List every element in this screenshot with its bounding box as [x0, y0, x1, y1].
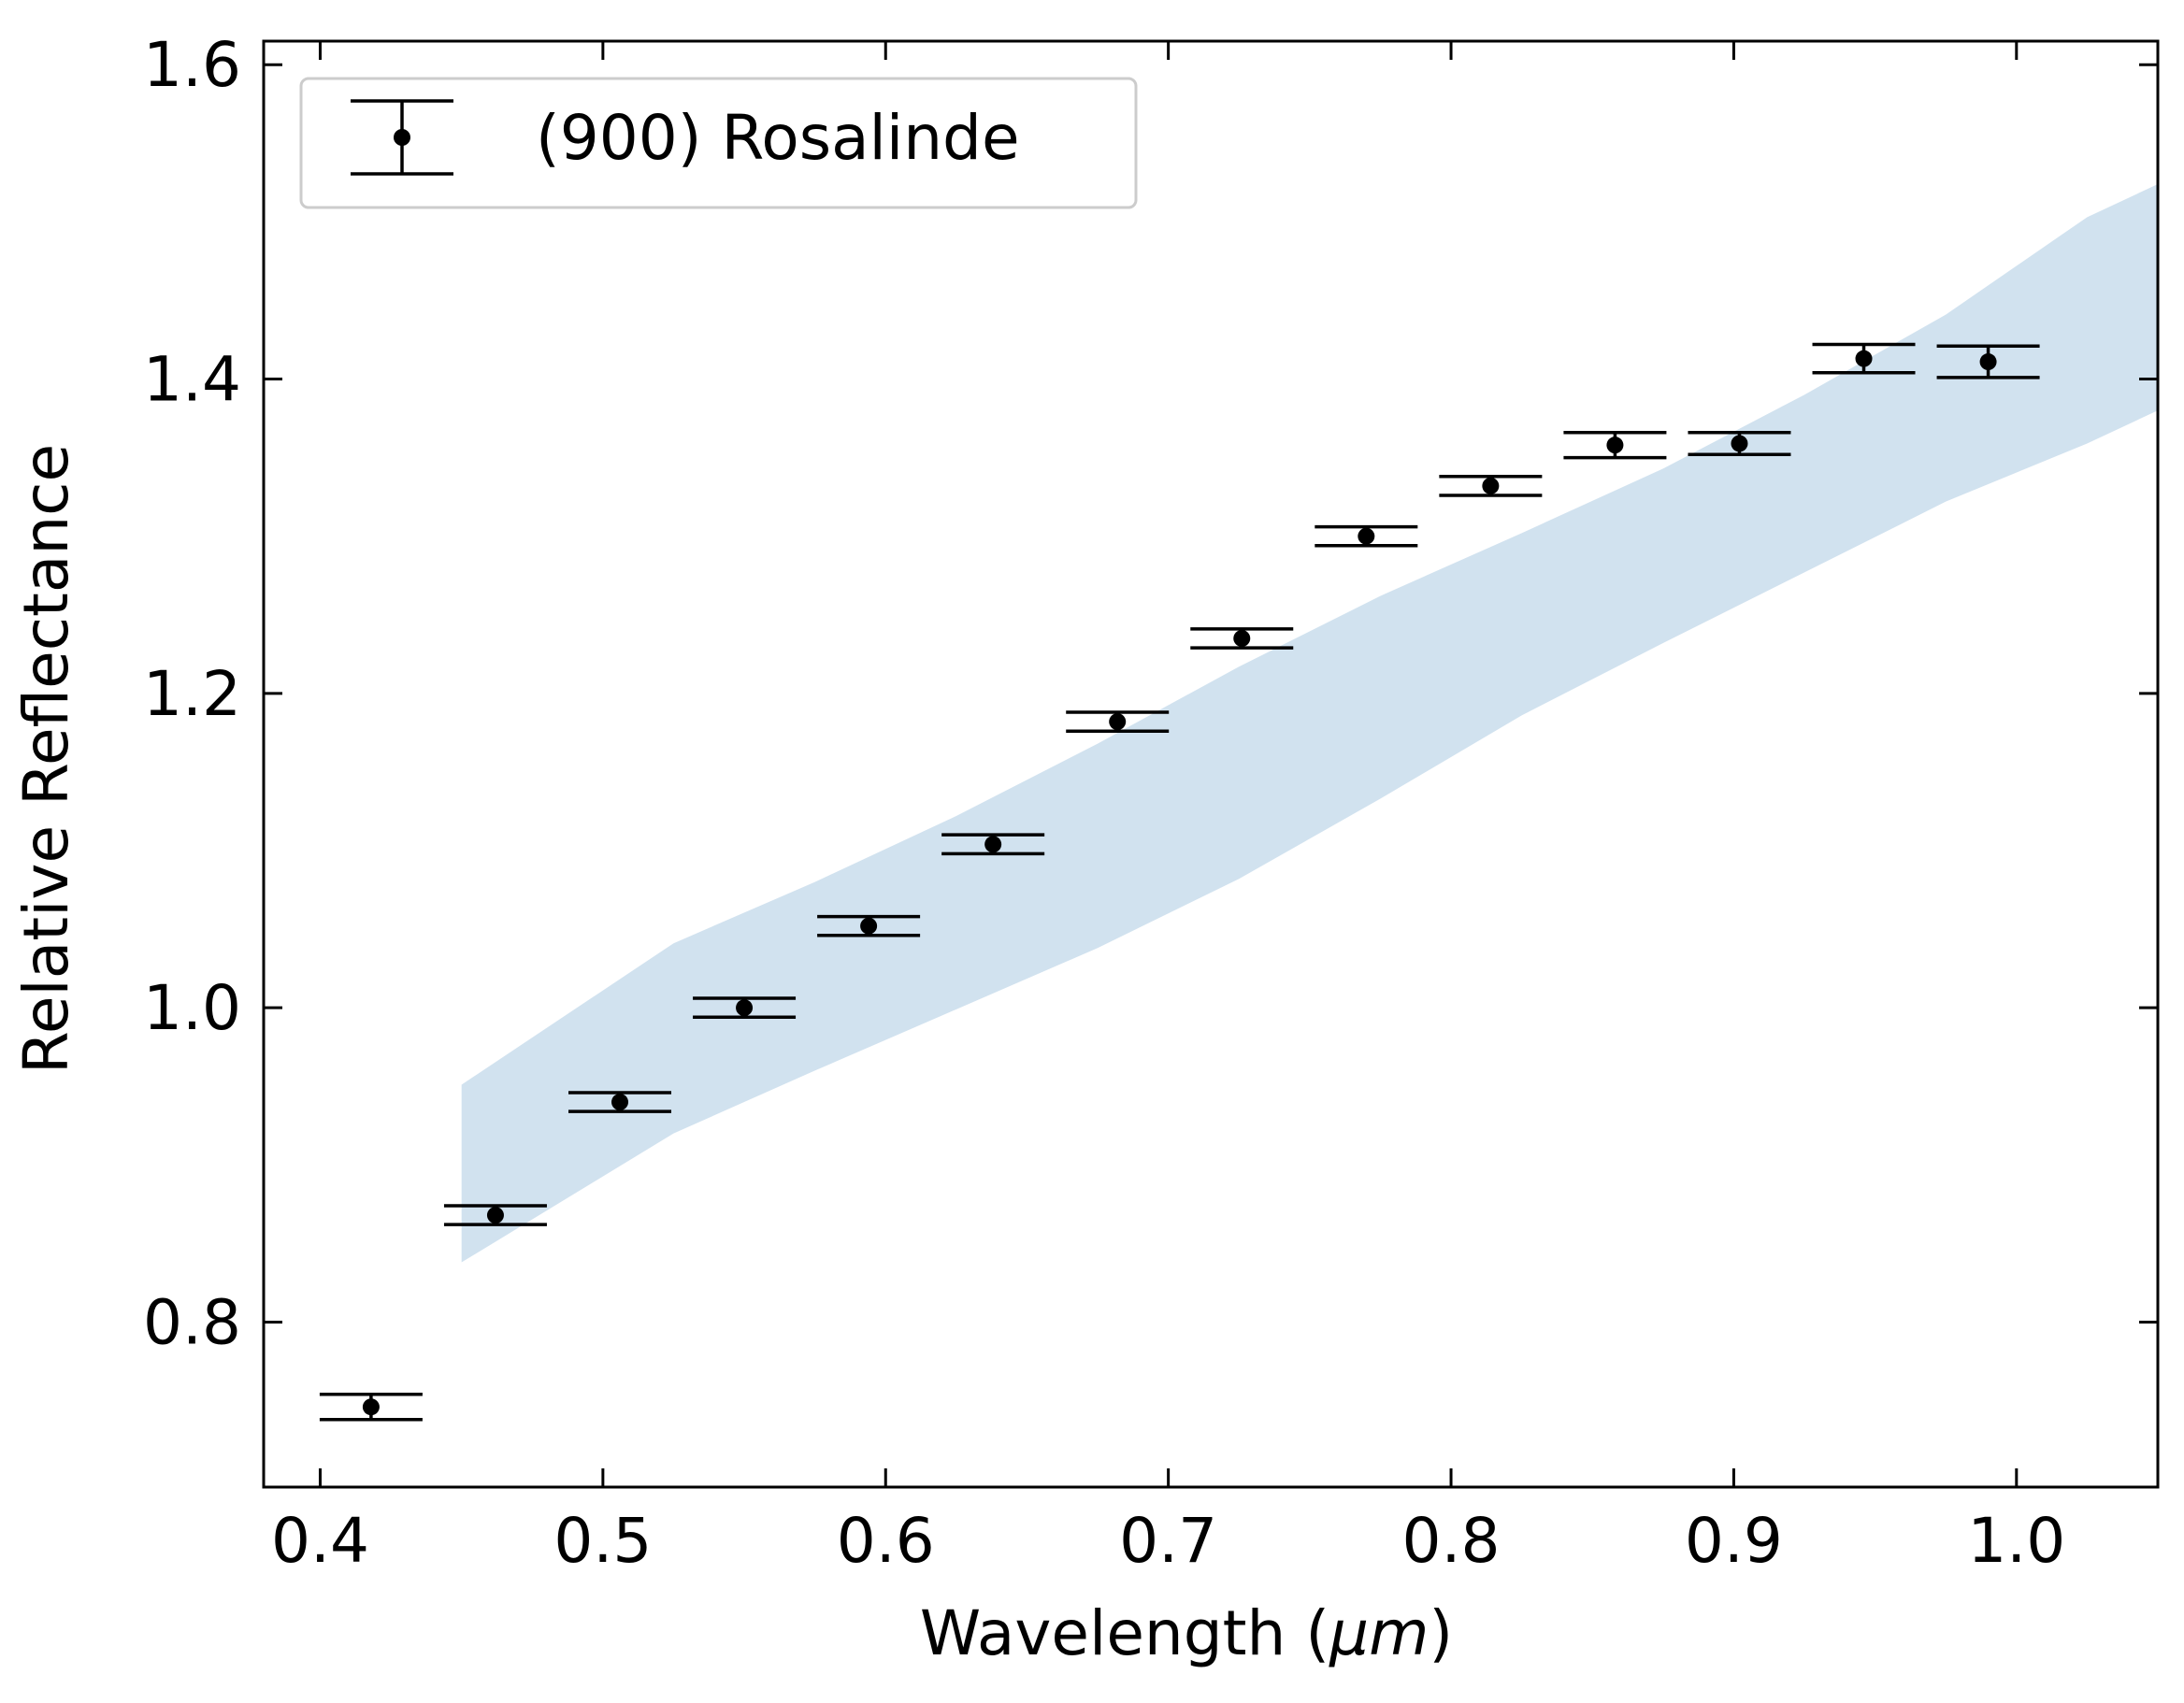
- data-point-group: [1439, 475, 1543, 497]
- data-point: [1482, 477, 1500, 494]
- data-point: [984, 836, 1002, 853]
- legend: (900) Rosalinde: [299, 77, 1138, 209]
- y-tick-label: 1.4: [143, 344, 241, 416]
- data-point-group: [817, 914, 921, 937]
- data-point-group: [1688, 430, 1791, 456]
- data-point: [1109, 713, 1127, 731]
- y-axis: 0.8 1.0 1.2 1.4 1.6: [143, 29, 2158, 1358]
- x-tick-label: 0.8: [1402, 1505, 1501, 1577]
- y-tick-label: 0.8: [143, 1286, 241, 1358]
- data-point: [1855, 350, 1873, 367]
- y-axis-label: Relative Reflectance: [10, 444, 82, 1074]
- x-axis-label-suffix: ): [1429, 1597, 1453, 1669]
- x-tick-label: 0.9: [1685, 1505, 1783, 1577]
- x-tick-label: 1.0: [1967, 1505, 2065, 1577]
- x-axis-label-prefix: Wavelength (: [920, 1597, 1329, 1669]
- data-point: [860, 917, 878, 935]
- legend-label: (900) Rosalinde: [536, 102, 1020, 174]
- data-point: [1979, 353, 1997, 371]
- y-tick-label: 1.0: [143, 972, 241, 1044]
- data-point-group: [568, 1091, 672, 1113]
- plot-frame: [262, 39, 2160, 1489]
- x-tick-label: 0.5: [553, 1505, 652, 1577]
- data-point-group: [1563, 430, 1667, 460]
- legend-box: [299, 77, 1138, 209]
- data-point: [486, 1207, 504, 1224]
- y-tick-label: 1.2: [143, 658, 241, 730]
- y-tick-label: 1.6: [143, 29, 241, 101]
- x-axis-label: Wavelength (μm): [920, 1597, 1453, 1669]
- data-point: [1731, 435, 1748, 452]
- data-point-group: [443, 1204, 547, 1226]
- data-point-group: [1066, 710, 1170, 733]
- data-point-group: [1936, 344, 2040, 379]
- data-point-group: [941, 833, 1045, 856]
- data-point-group: [693, 996, 797, 1019]
- data-point-group: [1190, 627, 1294, 650]
- data-point-group: [1812, 342, 1916, 375]
- data-point: [1606, 436, 1624, 454]
- data-point: [1358, 527, 1375, 545]
- data-point: [1233, 629, 1251, 647]
- x-tick-label: 0.4: [271, 1505, 369, 1577]
- data-point-group: [1315, 524, 1418, 548]
- x-axis: 0.4 0.5 0.6 0.7 0.8 0.9 1.0: [271, 41, 2065, 1577]
- chart-series: [319, 342, 2040, 1422]
- data-point-group: [319, 1393, 423, 1422]
- data-point: [736, 999, 754, 1017]
- data-point: [611, 1094, 629, 1111]
- x-tick-label: 0.6: [837, 1505, 935, 1577]
- legend-point: [394, 129, 410, 146]
- legend-marker: [351, 99, 453, 176]
- x-axis-label-unit: μm: [1329, 1597, 1429, 1669]
- x-tick-label: 0.7: [1119, 1505, 1217, 1577]
- data-point: [362, 1398, 380, 1416]
